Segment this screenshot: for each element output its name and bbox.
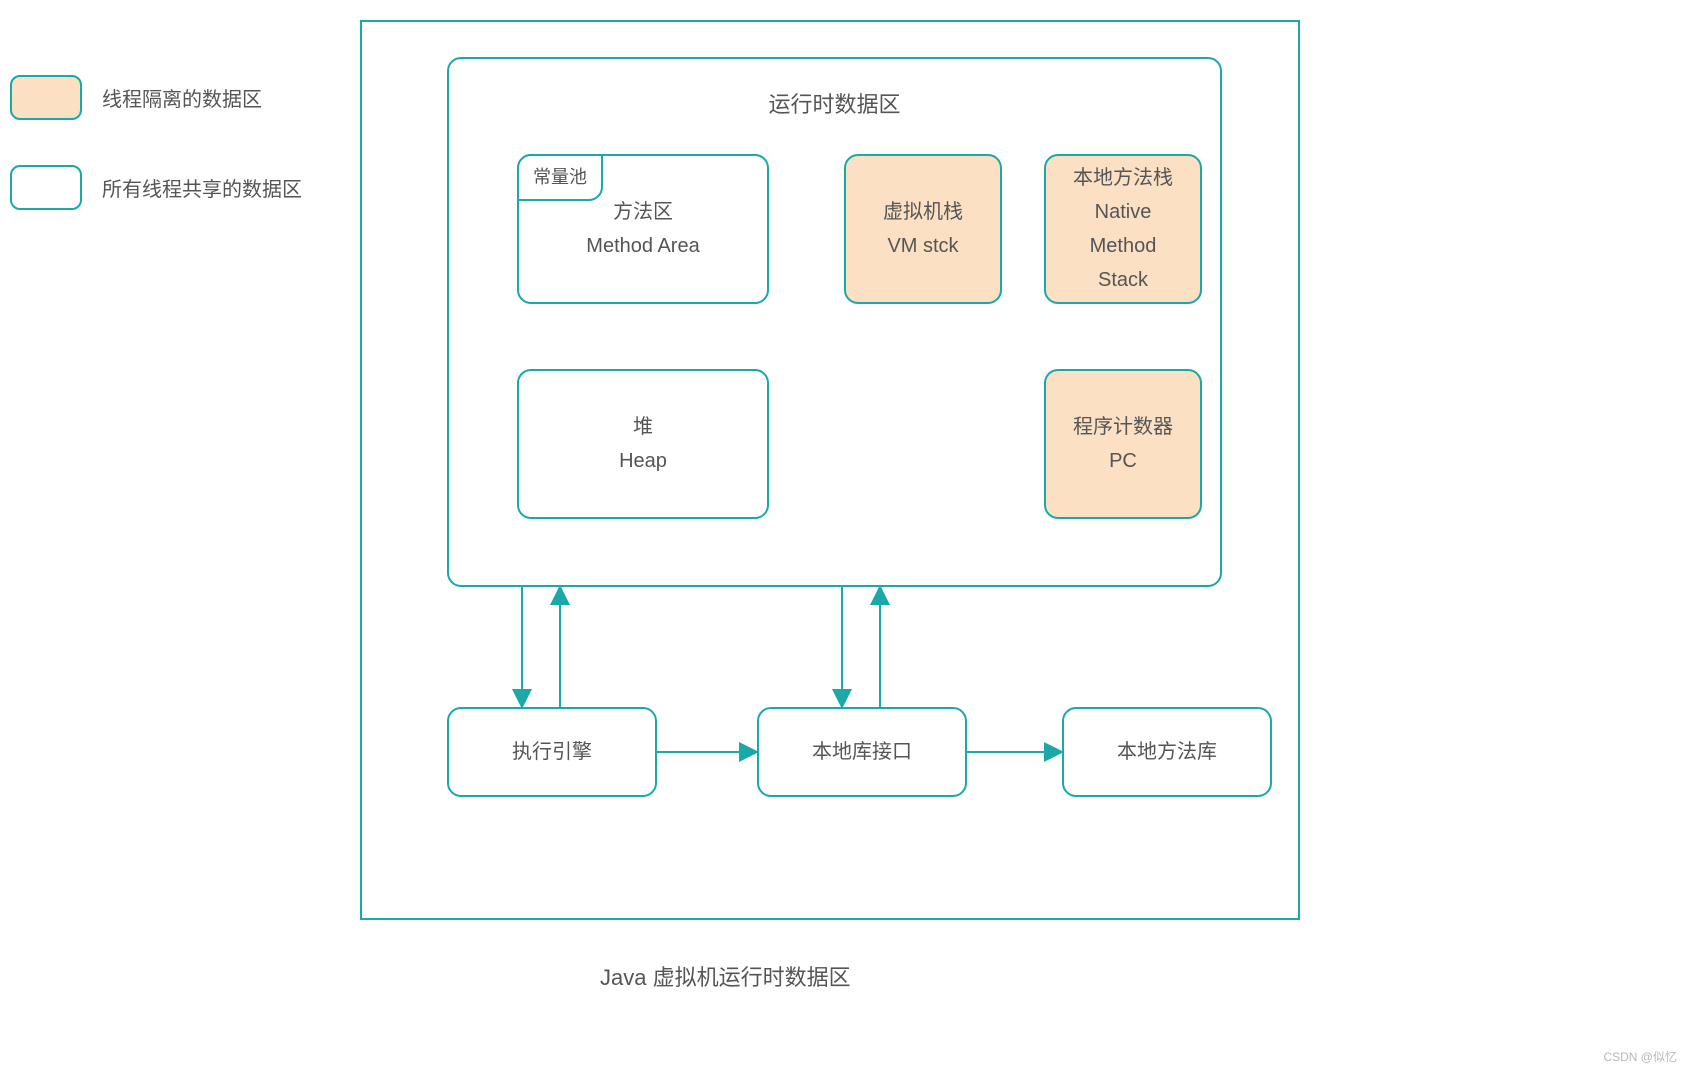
legend-label-shared: 所有线程共享的数据区 — [102, 173, 302, 202]
nms-line2: Native — [1095, 195, 1152, 229]
jvm-container: 运行时数据区 常量池 方法区 Method Area 虚拟机栈 VM stck … — [360, 20, 1300, 920]
nms-line1: 本地方法栈 — [1073, 161, 1173, 195]
pc-line1: 程序计数器 — [1073, 410, 1173, 444]
heap-line2: Heap — [619, 444, 667, 478]
native-lib-if-label: 本地库接口 — [812, 735, 912, 769]
native-method-stack-box: 本地方法栈 Native Method Stack — [1044, 154, 1202, 304]
runtime-data-area: 运行时数据区 常量池 方法区 Method Area 虚拟机栈 VM stck … — [447, 57, 1222, 587]
diagram-caption: Java 虚拟机运行时数据区 — [600, 960, 851, 992]
constant-pool-badge: 常量池 — [517, 154, 603, 201]
legend: 线程隔离的数据区 所有线程共享的数据区 — [10, 75, 302, 255]
legend-item-shared: 所有线程共享的数据区 — [10, 165, 302, 210]
native-lib-interface-box: 本地库接口 — [757, 707, 967, 797]
legend-swatch-shared — [10, 165, 82, 210]
exec-engine-label: 执行引擎 — [512, 735, 592, 769]
pc-line2: PC — [1109, 444, 1137, 478]
native-lib-label: 本地方法库 — [1117, 735, 1217, 769]
method-area-line1: 方法区 — [613, 195, 673, 229]
vm-stack-box: 虚拟机栈 VM stck — [844, 154, 1002, 304]
nms-line4: Stack — [1098, 263, 1148, 297]
native-method-lib-box: 本地方法库 — [1062, 707, 1272, 797]
legend-swatch-isolated — [10, 75, 82, 120]
method-area-box: 常量池 方法区 Method Area — [517, 154, 769, 304]
runtime-title: 运行时数据区 — [449, 87, 1220, 119]
legend-item-isolated: 线程隔离的数据区 — [10, 75, 302, 120]
heap-box: 堆 Heap — [517, 369, 769, 519]
nms-line3: Method — [1090, 229, 1157, 263]
watermark: CSDN @似忆 — [1603, 1048, 1677, 1065]
vm-stack-line1: 虚拟机栈 — [883, 195, 963, 229]
pc-box: 程序计数器 PC — [1044, 369, 1202, 519]
method-area-line2: Method Area — [586, 229, 699, 263]
exec-engine-box: 执行引擎 — [447, 707, 657, 797]
heap-line1: 堆 — [633, 410, 653, 444]
vm-stack-line2: VM stck — [887, 229, 958, 263]
legend-label-isolated: 线程隔离的数据区 — [102, 83, 262, 112]
